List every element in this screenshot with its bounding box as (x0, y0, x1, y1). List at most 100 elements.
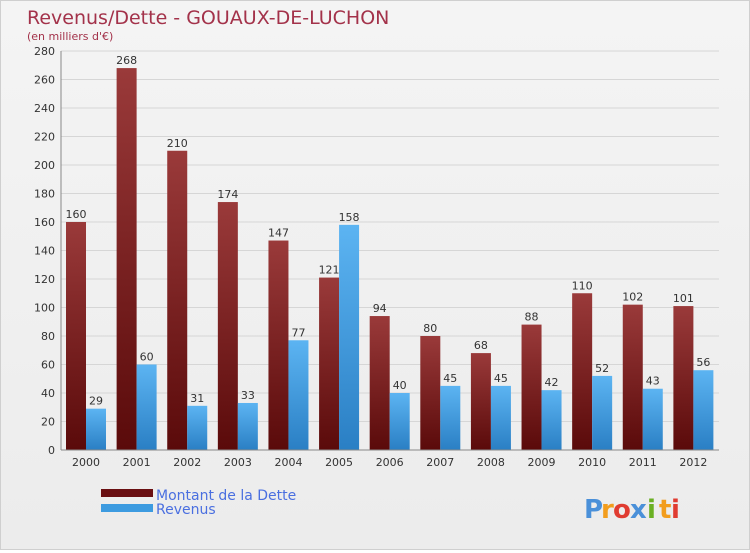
x-tick-label: 2011 (629, 456, 657, 469)
logo-letter: i (671, 495, 680, 525)
logo-letter: i (647, 495, 656, 525)
y-tick-label: 120 (34, 273, 55, 286)
bar-dette (268, 240, 289, 450)
x-tick-label: 2000 (72, 456, 100, 469)
y-tick-label: 0 (48, 444, 55, 457)
x-tick-label: 2008 (477, 456, 505, 469)
data-label: 42 (545, 376, 559, 389)
x-tick-label: 2004 (274, 456, 302, 469)
legend-label-debt: Montant de la Dette (156, 488, 296, 504)
bar-revenus (136, 364, 157, 450)
x-tick-label: 2001 (123, 456, 151, 469)
logo-letter: r (601, 495, 614, 525)
y-tick-label: 40 (41, 387, 55, 400)
data-label: 101 (673, 292, 694, 305)
y-tick-label: 160 (34, 216, 55, 229)
legend-label-revenus: Revenus (156, 502, 216, 518)
bar-revenus (288, 340, 309, 450)
y-tick-label: 240 (34, 102, 55, 115)
data-label: 31 (190, 392, 204, 405)
data-label: 45 (443, 372, 457, 385)
data-label: 52 (595, 362, 609, 375)
bar-dette (369, 316, 390, 450)
y-tick-label: 60 (41, 359, 55, 372)
chart-subtitle: (en milliers d'€) (27, 30, 113, 43)
x-tick-label: 2012 (679, 456, 707, 469)
legend-swatch-debt (101, 489, 153, 497)
logo-letter: x (630, 495, 647, 525)
data-label: 88 (525, 311, 539, 324)
x-tick-label: 2007 (426, 456, 454, 469)
bar-dette (167, 150, 188, 450)
data-label: 158 (339, 211, 360, 224)
y-tick-label: 20 (41, 416, 55, 429)
bar-revenus (693, 370, 714, 450)
data-label: 68 (474, 339, 488, 352)
data-label: 80 (423, 322, 437, 335)
chart-title: Revenus/Dette - GOUAUX-DE-LUCHON (27, 7, 389, 29)
bar-revenus (490, 385, 511, 450)
y-tick-label: 100 (34, 302, 55, 315)
data-label: 33 (241, 389, 255, 402)
data-label: 121 (319, 264, 340, 277)
data-label: 60 (140, 351, 154, 364)
data-label: 94 (373, 302, 387, 315)
legend-swatch-revenus (101, 504, 153, 512)
legend: Montant de la Dette Revenus (101, 488, 296, 518)
data-label: 77 (291, 326, 305, 339)
bar-revenus (541, 390, 562, 450)
y-tick-label: 140 (34, 245, 55, 258)
bar-dette (319, 277, 340, 450)
bar-dette (470, 353, 491, 450)
bars: 160 29 268 60 210 31 174 33 147 77 121 158 94 40 80 45 6… (66, 54, 714, 450)
bar-revenus (339, 224, 360, 450)
data-label: 43 (646, 375, 660, 388)
bar-dette (572, 293, 593, 450)
bar-revenus (187, 405, 208, 450)
bar-dette (622, 304, 643, 450)
data-label: 102 (622, 291, 643, 304)
x-tick-label: 2006 (376, 456, 404, 469)
data-label: 160 (66, 208, 87, 221)
data-label: 29 (89, 395, 103, 408)
bar-dette (420, 336, 441, 450)
bar-revenus (389, 393, 410, 450)
proxiti-logo: Pr o x i t i (584, 495, 680, 525)
bar-dette (673, 306, 694, 450)
data-label: 45 (494, 372, 508, 385)
y-tick-label: 280 (34, 45, 55, 58)
y-tick-label: 80 (41, 330, 55, 343)
data-label: 147 (268, 227, 289, 240)
x-tick-label: 2009 (528, 456, 556, 469)
data-label: 268 (116, 54, 137, 67)
bar-revenus (592, 375, 613, 450)
data-label: 174 (217, 188, 238, 201)
y-tick-label: 200 (34, 159, 55, 172)
x-axis: 2000 2001 2002 2003 2004 2005 2006 2007 2008 2009… (61, 449, 719, 469)
bar-revenus (440, 385, 461, 450)
bar-dette (217, 202, 238, 450)
gridlines (61, 50, 719, 451)
bar-dette (116, 68, 137, 450)
x-tick-label: 2002 (173, 456, 201, 469)
x-tick-label: 2003 (224, 456, 252, 469)
y-tick-label: 260 (34, 74, 55, 87)
y-tick-label: 180 (34, 188, 55, 201)
data-label: 40 (393, 379, 407, 392)
bar-dette (66, 222, 86, 450)
y-axis: 0 20 40 60 80 100 120 140 160 180 200 220 240 260 280 (34, 45, 62, 457)
x-tick-label: 2010 (578, 456, 606, 469)
logo-letter: t (659, 495, 671, 525)
data-label: 210 (167, 137, 188, 150)
data-label: 110 (572, 279, 593, 292)
x-tick-label: 2005 (325, 456, 353, 469)
bar-revenus (86, 408, 106, 450)
bar-dette (521, 324, 542, 450)
logo-letter: o (613, 495, 631, 525)
logo-letter: P (584, 495, 603, 525)
bar-revenus (237, 402, 258, 450)
data-label: 56 (696, 356, 710, 369)
y-tick-label: 220 (34, 131, 55, 144)
